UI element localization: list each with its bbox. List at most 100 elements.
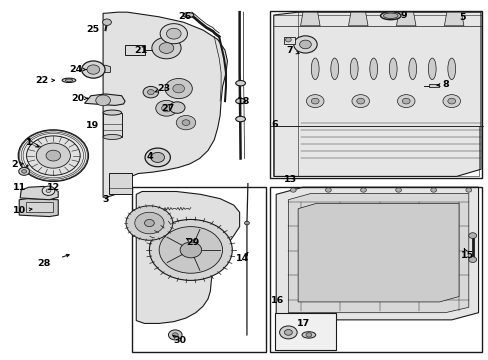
Text: 11: 11 bbox=[13, 183, 26, 192]
Circle shape bbox=[147, 90, 154, 95]
Bar bbox=[428, 84, 438, 87]
Text: 17: 17 bbox=[297, 319, 310, 328]
Polygon shape bbox=[444, 12, 463, 26]
Bar bbox=[284, 37, 295, 44]
Text: 1: 1 bbox=[25, 138, 32, 147]
Circle shape bbox=[279, 326, 297, 339]
Bar bbox=[274, 313, 335, 350]
Text: 10: 10 bbox=[13, 206, 26, 215]
Circle shape bbox=[143, 86, 158, 98]
Circle shape bbox=[166, 28, 181, 39]
Circle shape bbox=[172, 333, 178, 337]
Text: 24: 24 bbox=[69, 65, 83, 74]
Text: 19: 19 bbox=[85, 121, 99, 130]
Circle shape bbox=[290, 188, 296, 192]
Polygon shape bbox=[136, 192, 239, 323]
Text: 22: 22 bbox=[36, 76, 49, 85]
Bar bbox=[103, 113, 122, 137]
Text: 18: 18 bbox=[236, 97, 250, 106]
Circle shape bbox=[135, 212, 163, 234]
Polygon shape bbox=[276, 187, 478, 320]
Text: 3: 3 bbox=[102, 195, 108, 204]
Text: 29: 29 bbox=[186, 238, 200, 247]
Circle shape bbox=[21, 170, 26, 173]
Circle shape bbox=[18, 130, 88, 181]
Circle shape bbox=[395, 188, 401, 192]
Circle shape bbox=[244, 221, 249, 225]
Bar bbox=[269, 12, 481, 178]
Circle shape bbox=[360, 188, 366, 192]
Circle shape bbox=[87, 65, 100, 74]
Circle shape bbox=[164, 78, 192, 99]
Circle shape bbox=[468, 233, 476, 238]
Circle shape bbox=[311, 98, 319, 104]
Circle shape bbox=[293, 36, 317, 53]
Ellipse shape bbox=[408, 58, 416, 80]
Text: 9: 9 bbox=[399, 10, 406, 19]
Circle shape bbox=[36, 143, 70, 168]
Circle shape bbox=[430, 188, 436, 192]
Bar bbox=[125, 45, 144, 55]
Ellipse shape bbox=[183, 13, 193, 18]
Ellipse shape bbox=[369, 58, 377, 80]
Polygon shape bbox=[82, 65, 110, 72]
Ellipse shape bbox=[380, 12, 400, 20]
Circle shape bbox=[180, 242, 201, 258]
Text: 15: 15 bbox=[460, 251, 473, 260]
Polygon shape bbox=[396, 12, 415, 26]
Text: 25: 25 bbox=[85, 25, 99, 34]
Circle shape bbox=[42, 186, 55, 195]
Ellipse shape bbox=[103, 110, 122, 115]
Circle shape bbox=[151, 152, 164, 162]
Circle shape bbox=[81, 61, 105, 78]
Circle shape bbox=[149, 220, 232, 280]
Circle shape bbox=[156, 100, 177, 116]
Circle shape bbox=[465, 188, 471, 192]
Polygon shape bbox=[273, 12, 480, 176]
Circle shape bbox=[46, 150, 61, 161]
Text: 12: 12 bbox=[47, 183, 60, 192]
Bar bbox=[26, 202, 53, 212]
Ellipse shape bbox=[349, 58, 357, 80]
Circle shape bbox=[351, 95, 369, 108]
Circle shape bbox=[468, 257, 476, 262]
Ellipse shape bbox=[235, 81, 245, 86]
Circle shape bbox=[285, 38, 291, 42]
Text: 26: 26 bbox=[178, 12, 191, 21]
Circle shape bbox=[182, 120, 189, 126]
Ellipse shape bbox=[65, 79, 73, 82]
Circle shape bbox=[145, 148, 170, 167]
Circle shape bbox=[402, 98, 409, 104]
Circle shape bbox=[159, 42, 173, 53]
Ellipse shape bbox=[235, 98, 245, 104]
Text: 30: 30 bbox=[173, 336, 186, 345]
Ellipse shape bbox=[383, 13, 397, 18]
Circle shape bbox=[176, 116, 195, 130]
Ellipse shape bbox=[235, 116, 245, 122]
Ellipse shape bbox=[330, 58, 338, 80]
Text: 2: 2 bbox=[11, 160, 18, 169]
Circle shape bbox=[325, 188, 330, 192]
Circle shape bbox=[305, 333, 311, 337]
Text: 4: 4 bbox=[146, 152, 152, 161]
Circle shape bbox=[306, 95, 324, 108]
Polygon shape bbox=[19, 199, 58, 217]
Circle shape bbox=[159, 226, 222, 273]
Text: 6: 6 bbox=[271, 120, 278, 129]
Circle shape bbox=[126, 206, 172, 240]
Text: 28: 28 bbox=[37, 259, 50, 268]
Polygon shape bbox=[300, 12, 320, 26]
Circle shape bbox=[160, 24, 187, 44]
Ellipse shape bbox=[302, 332, 315, 338]
Circle shape bbox=[152, 37, 181, 59]
Circle shape bbox=[19, 167, 29, 175]
Circle shape bbox=[169, 102, 184, 113]
Polygon shape bbox=[348, 12, 367, 26]
Circle shape bbox=[26, 136, 80, 175]
Bar bbox=[269, 187, 481, 352]
Ellipse shape bbox=[103, 134, 122, 139]
Circle shape bbox=[442, 95, 460, 108]
Polygon shape bbox=[84, 94, 125, 105]
Circle shape bbox=[447, 98, 455, 104]
Circle shape bbox=[356, 98, 364, 104]
